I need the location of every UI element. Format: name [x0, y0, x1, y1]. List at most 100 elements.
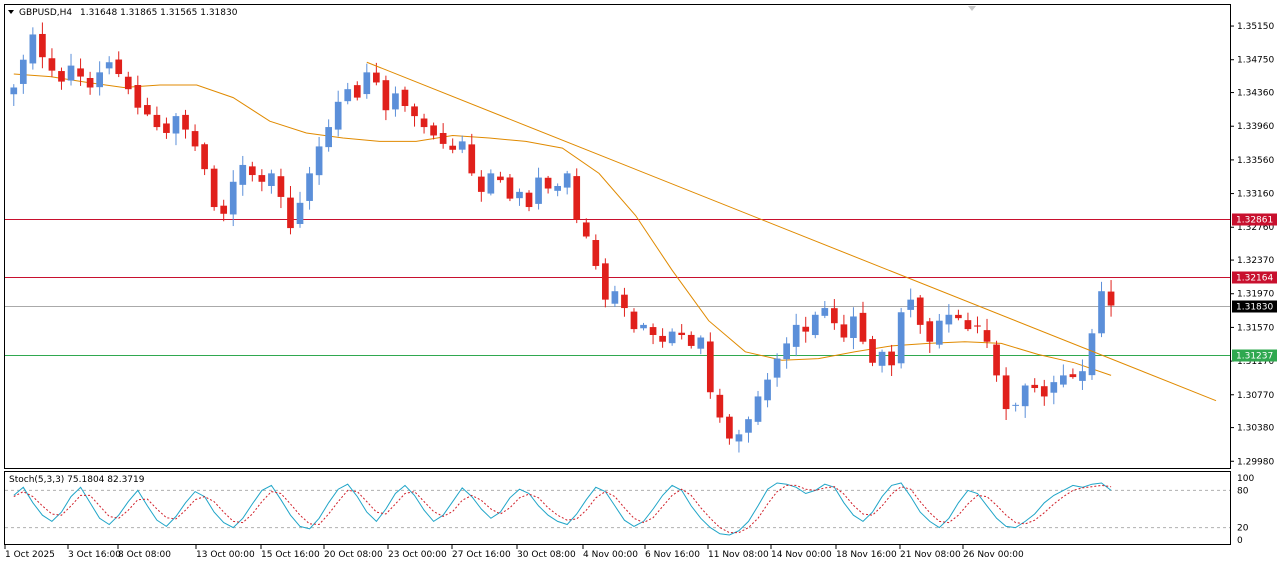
candle-bull: [10, 87, 18, 95]
time-tick-label: 3 Oct 16:00: [68, 550, 121, 560]
candle-bear: [382, 80, 390, 111]
stoch-panel[interactable]: [4, 471, 1231, 545]
candle-bull: [935, 320, 943, 345]
candle-bear: [506, 177, 514, 199]
candle-bull: [229, 181, 237, 215]
candle-bull: [1088, 333, 1096, 376]
candle-bear: [802, 326, 810, 332]
support-line-value: 1.31237: [1236, 352, 1273, 362]
candle-bull: [773, 358, 781, 378]
ma-line: [13, 73, 1112, 376]
candle-bear: [468, 144, 476, 174]
candle-bull: [306, 173, 313, 201]
candle-bear: [964, 320, 972, 330]
symbol-dropdown-icon[interactable]: [8, 10, 14, 14]
candle-bear: [39, 33, 46, 58]
candle-bear: [144, 105, 151, 115]
candle-bear: [630, 311, 638, 330]
stoch-label: Stoch(5,3,3) 75.1804 82.3719: [9, 475, 145, 485]
candle-bull: [640, 324, 647, 329]
candle-bear: [411, 106, 418, 117]
time-tick-label: 27 Oct 16:00: [452, 550, 511, 560]
candle-bear: [353, 85, 361, 98]
candle-bull: [96, 72, 103, 88]
price-tick-label: 1.34360: [1237, 89, 1274, 99]
candle-bull: [29, 34, 37, 64]
candle-bull: [850, 316, 857, 338]
candle-bull: [945, 314, 953, 325]
candle-bull: [487, 173, 495, 194]
candle-bear: [258, 175, 266, 182]
time-tick-label: 30 Oct 08:00: [517, 550, 576, 560]
candle-bear: [659, 335, 666, 342]
candle-bull: [535, 177, 542, 204]
candle-bear: [401, 89, 409, 107]
stoch-tick-label: 0: [1237, 536, 1243, 546]
support-line-tag: [1232, 349, 1277, 362]
candle-bear: [916, 297, 924, 325]
resistance-line-1-tag: [1232, 213, 1277, 226]
trendline[interactable]: [366, 61, 1217, 402]
candle-bull: [745, 419, 752, 433]
candle-bear: [573, 176, 581, 220]
candle-bear: [497, 176, 504, 181]
candle-bear: [678, 332, 686, 335]
stoch-tick-label: 80: [1237, 486, 1249, 496]
candle-bull: [897, 312, 905, 364]
candle-bull: [1060, 375, 1067, 385]
candle-bull: [1050, 382, 1058, 393]
time-tick-label: 26 Nov 00:00: [963, 550, 1024, 560]
candles: [10, 22, 1115, 453]
candle-bear: [993, 344, 1000, 376]
stoch-axis: 100 80 20 0: [1237, 474, 1254, 546]
price-tick-label: 1.31570: [1237, 323, 1274, 333]
price-tick-label: 1.33960: [1237, 122, 1274, 132]
price-axis: 1.35150 1.34750 1.34360 1.33960 1.33560 1.331…: [1230, 22, 1274, 467]
stoch-tick-label: 20: [1237, 524, 1249, 534]
time-tick-label: 13 Oct 00:00: [196, 550, 255, 560]
candle-bear: [1107, 291, 1115, 306]
candle-bull: [458, 141, 466, 150]
price-tick-label: 1.29980: [1237, 457, 1274, 467]
candle-bear: [974, 325, 981, 327]
candle-bear: [48, 58, 56, 71]
candle-bull: [563, 173, 571, 188]
scroll-marker-icon[interactable]: [968, 6, 976, 11]
candle-bull: [821, 308, 829, 316]
candle-bear: [248, 166, 256, 176]
descending-trendline[interactable]: [366, 61, 1217, 402]
candle-bear: [449, 145, 457, 150]
candle-bear: [621, 294, 628, 309]
candle-bear: [58, 71, 65, 82]
price-tick-label: 1.32370: [1237, 256, 1274, 266]
candle-bull: [19, 59, 27, 84]
candle-bear: [277, 176, 285, 197]
candle-bear: [86, 77, 94, 88]
price-tick-label: 1.34750: [1237, 56, 1274, 66]
current-price-line-value: 1.31830: [1236, 303, 1273, 313]
candle-bull: [878, 351, 886, 366]
candle-bear: [77, 68, 84, 77]
price-tick-label: 1.31970: [1237, 290, 1274, 300]
candle-bear: [430, 125, 437, 136]
resistance-line-1-value: 1.32861: [1236, 216, 1273, 226]
candle-bear: [1002, 375, 1010, 410]
candle-bull: [735, 434, 743, 442]
candle-bull: [1012, 404, 1019, 406]
price-tick-label: 1.33560: [1237, 156, 1274, 166]
price-tick-label: 1.32760: [1237, 223, 1274, 233]
candle-bear: [439, 132, 447, 144]
stoch-lines: [5, 482, 1230, 536]
candle-bear: [544, 177, 552, 189]
candle-bear: [201, 144, 208, 170]
price-tick-label: 1.30380: [1237, 424, 1274, 434]
time-tick-label: 23 Oct 00:00: [388, 550, 447, 560]
candle-bull: [105, 62, 113, 69]
price-panel[interactable]: [4, 4, 1231, 469]
candle-bear: [220, 205, 228, 214]
candle-bull: [697, 337, 705, 349]
candle-bear: [1040, 386, 1048, 397]
stoch-main-line: [13, 482, 1112, 536]
candle-bull: [268, 173, 275, 186]
